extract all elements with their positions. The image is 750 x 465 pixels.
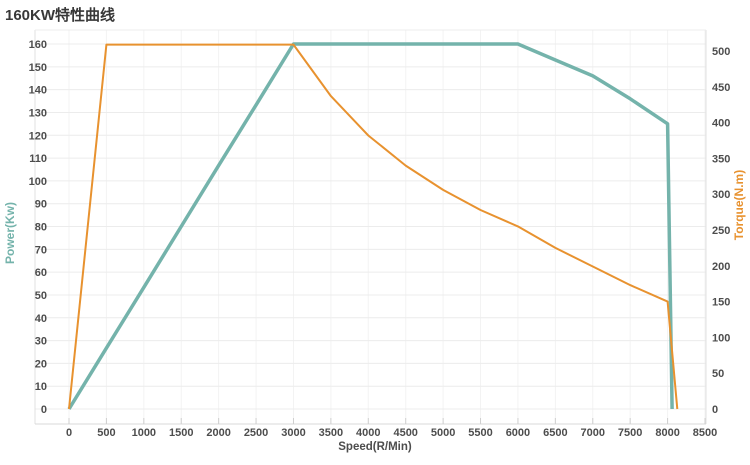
left-tick-label: 50: [35, 290, 47, 302]
x-tick-label: 7500: [618, 427, 642, 439]
left-tick-label: 70: [35, 244, 47, 256]
right-axis-title: Torque(N.m): [732, 169, 746, 241]
x-tick-label: 3000: [281, 427, 305, 439]
right-tick-label: 300: [712, 189, 730, 201]
left-axis-title: Power(Kw): [3, 201, 17, 265]
right-tick-label: 350: [712, 153, 730, 165]
x-tick-label: 6000: [506, 427, 530, 439]
x-tick-label: 4000: [356, 427, 380, 439]
left-tick-label: 10: [35, 381, 47, 393]
x-tick-label: 1500: [169, 427, 193, 439]
x-tick-label: 500: [97, 427, 115, 439]
x-tick-label: 8500: [693, 427, 717, 439]
left-tick-label: 90: [35, 199, 47, 211]
power-line: [67, 42, 674, 410]
right-tick-label: 400: [712, 118, 730, 130]
right-tick-label: 250: [712, 225, 730, 237]
left-tick-label: 40: [35, 313, 47, 325]
left-tick-label: 0: [41, 404, 47, 416]
left-tick-label: 100: [29, 176, 47, 188]
left-tick-label: 60: [35, 267, 47, 279]
left-tick-label: 80: [35, 222, 47, 234]
torque-line: [68, 43, 679, 410]
x-tick-label: 5500: [468, 427, 492, 439]
x-tick-label: 8000: [655, 427, 679, 439]
left-tick-label: 160: [29, 39, 47, 51]
right-tick-label: 100: [712, 332, 730, 344]
left-tick-label: 130: [29, 107, 47, 119]
chart-title: 160KW特性曲线: [5, 7, 116, 24]
right-tick-label: 500: [712, 46, 730, 58]
left-tick-label: 110: [29, 153, 47, 165]
left-tick-label: 120: [29, 130, 47, 142]
x-tick-label: 1000: [132, 427, 156, 439]
left-tick-label: 140: [29, 85, 47, 97]
x-tick-label: 2500: [244, 427, 268, 439]
x-tick-label: 5000: [431, 427, 455, 439]
right-tick-label: 0: [712, 404, 718, 416]
left-tick-label: 20: [35, 358, 47, 370]
x-axis-title: Speed(R/Min): [338, 441, 412, 453]
right-tick-label: 200: [712, 261, 730, 273]
right-tick-label: 150: [712, 297, 730, 309]
right-tick-label: 450: [712, 82, 730, 94]
left-tick-label: 30: [35, 336, 47, 348]
x-tick-label: 4500: [393, 427, 417, 439]
x-tick-label: 7000: [581, 427, 605, 439]
x-tick-label: 3500: [319, 427, 343, 439]
left-tick-label: 150: [29, 62, 47, 74]
x-tick-label: 0: [66, 427, 72, 439]
right-tick-label: 50: [712, 368, 724, 380]
x-tick-label: 6500: [543, 427, 567, 439]
x-tick-label: 2000: [206, 427, 230, 439]
